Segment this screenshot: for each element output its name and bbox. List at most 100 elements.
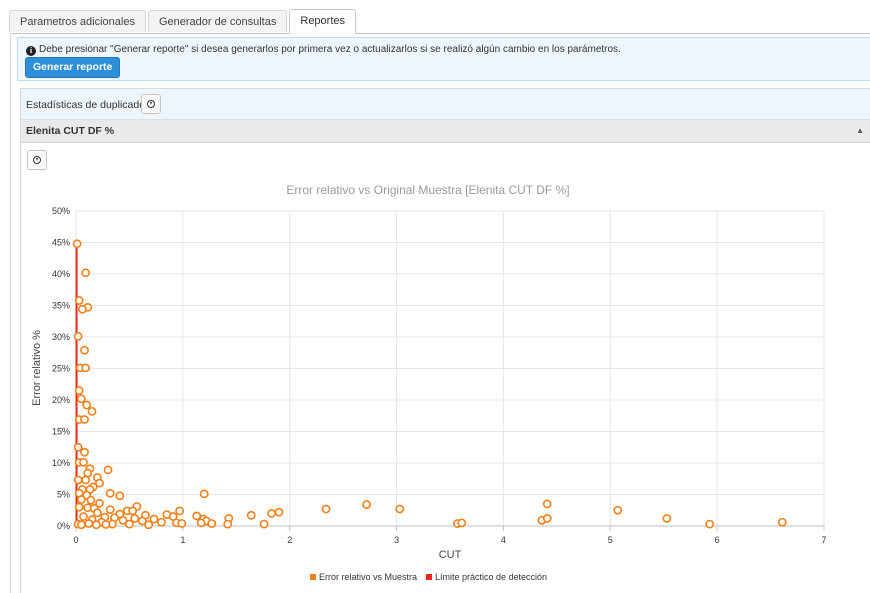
download-circle-icon [147, 100, 155, 108]
data-point[interactable] [105, 505, 115, 515]
data-point[interactable] [157, 517, 166, 527]
data-point[interactable] [73, 331, 83, 341]
y-tick-label: 25% [52, 364, 70, 374]
data-point[interactable] [207, 519, 217, 528]
x-tick-label: 6 [715, 535, 720, 545]
data-point[interactable] [321, 504, 331, 514]
data-point[interactable] [86, 495, 96, 505]
data-point[interactable] [76, 520, 86, 530]
chart-panel-header[interactable]: Elenita CUT DF % ▲ [21, 120, 870, 143]
y-tick-label: 30% [52, 332, 70, 342]
legend-swatch-limit [426, 574, 432, 580]
data-point[interactable] [175, 506, 185, 516]
x-tick-label: 3 [394, 535, 399, 545]
data-point[interactable] [246, 510, 256, 520]
y-tick-label: 15% [52, 427, 70, 437]
data-point[interactable] [79, 512, 88, 521]
tab-reportes[interactable]: Reportes [289, 9, 357, 34]
data-point[interactable] [128, 506, 138, 516]
alert-message-row: i Debe presionar "Generar reporte" si des… [26, 44, 621, 56]
chart-grid [75, 210, 825, 531]
data-point[interactable] [95, 498, 104, 508]
data-point[interactable] [92, 508, 102, 518]
data-point[interactable] [91, 520, 101, 530]
data-point[interactable] [76, 495, 86, 504]
data-point[interactable] [662, 514, 672, 523]
data-point[interactable] [83, 468, 93, 478]
data-point[interactable] [118, 515, 128, 525]
download-circle-icon [33, 156, 41, 164]
legend-swatch-series [310, 574, 316, 580]
chart-legend: Error relativo vs Muestra Límite práctic… [310, 572, 547, 582]
data-point[interactable] [137, 516, 147, 526]
data-point[interactable] [196, 518, 206, 528]
data-point[interactable] [105, 488, 115, 498]
data-point[interactable] [73, 442, 83, 452]
data-point[interactable] [103, 465, 113, 475]
data-point[interactable] [542, 514, 552, 523]
x-tick-label: 0 [73, 535, 78, 545]
data-point[interactable] [78, 304, 87, 314]
data-point[interactable] [457, 518, 467, 528]
data-point[interactable] [81, 475, 91, 485]
data-point[interactable] [72, 239, 82, 249]
y-tick-label: 5% [57, 490, 70, 500]
legend-label-limit[interactable]: Límite práctico de detección [435, 572, 547, 582]
chart-title: Error relativo vs Original Muestra [Elen… [286, 183, 569, 197]
data-point[interactable] [79, 457, 88, 467]
data-point[interactable] [259, 519, 269, 529]
data-point[interactable] [705, 519, 715, 529]
data-point[interactable] [74, 502, 84, 512]
y-tick-label: 45% [52, 238, 70, 248]
data-point[interactable] [84, 519, 94, 528]
data-point[interactable] [613, 505, 623, 515]
tab-generador-de-consultas[interactable]: Generador de consultas [147, 10, 288, 32]
data-point[interactable] [149, 514, 159, 524]
section-header: Estadísticas de duplicados [21, 89, 870, 120]
data-point[interactable] [76, 394, 86, 404]
data-point[interactable] [115, 491, 125, 501]
y-axis-title: Error relativo % [31, 330, 43, 406]
generar-reporte-button[interactable]: Generar reporte [25, 57, 121, 78]
data-point[interactable] [130, 514, 140, 523]
triangle-up-icon[interactable]: ▲ [856, 126, 864, 135]
alert-message: Debe presionar "Generar reporte" si dese… [39, 44, 621, 55]
data-point[interactable] [80, 415, 89, 424]
tab-parametros-adicionales[interactable]: Parametros adicionales [9, 10, 146, 32]
data-point[interactable] [80, 447, 89, 457]
y-tick-label: 0% [57, 521, 70, 531]
data-point[interactable] [73, 475, 83, 485]
section-download-button[interactable] [141, 94, 161, 114]
chart-download-button[interactable] [27, 150, 47, 170]
data-point[interactable] [87, 406, 97, 416]
y-tick-label: 10% [52, 458, 70, 468]
data-point[interactable] [362, 500, 372, 509]
data-point[interactable] [80, 345, 89, 355]
x-tick-label: 5 [608, 535, 613, 545]
data-point[interactable] [177, 519, 187, 528]
data-point[interactable] [274, 507, 284, 517]
data-point[interactable] [223, 519, 233, 529]
data-point[interactable] [81, 268, 91, 278]
data-point[interactable] [74, 386, 84, 395]
data-point[interactable] [542, 499, 552, 509]
legend-label-series[interactable]: Error relativo vs Muestra [319, 572, 417, 582]
y-tick-label: 50% [52, 206, 70, 216]
data-point[interactable] [125, 519, 134, 529]
data-point[interactable] [395, 504, 405, 514]
x-tick-label: 1 [180, 535, 185, 545]
info-alert: i Debe presionar "Generar reporte" si des… [17, 37, 870, 81]
data-point[interactable] [101, 520, 111, 529]
data-point[interactable] [144, 520, 154, 530]
chart-panel-title: Elenita CUT DF % [26, 125, 115, 137]
data-point[interactable] [267, 509, 276, 518]
data-point[interactable] [95, 478, 104, 488]
data-point[interactable] [199, 489, 209, 499]
data-point[interactable] [74, 296, 84, 305]
data-point[interactable] [82, 400, 92, 410]
data-point[interactable] [81, 363, 91, 373]
y-tick-label: 40% [52, 269, 70, 279]
x-axis-title: CUT [439, 549, 462, 561]
data-point[interactable] [777, 517, 787, 527]
y-tick-label: 20% [52, 395, 70, 405]
